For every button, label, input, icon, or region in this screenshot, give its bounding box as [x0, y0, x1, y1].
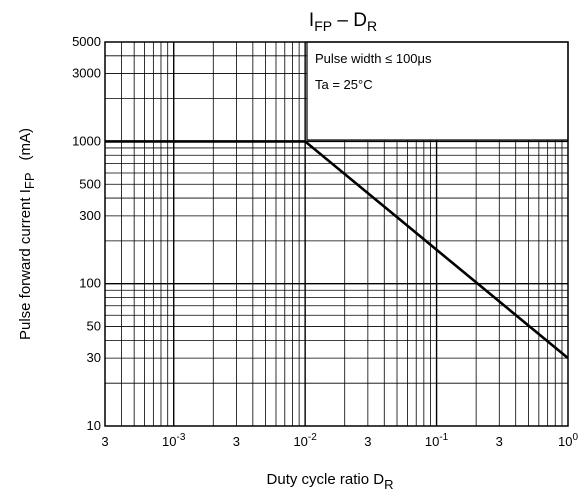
y-tick-label: 1000	[72, 133, 101, 148]
y-axis-label: Pulse forward current IFP(mA)	[17, 128, 37, 340]
y-tick-label: 30	[87, 350, 101, 365]
y-tick-label: 5000	[72, 34, 101, 49]
annotation-pulse-width: Pulse width ≤ 100μs	[315, 51, 432, 66]
y-tick-label: 500	[79, 176, 101, 191]
y-tick-label: 10	[87, 418, 101, 433]
x-tick-labels: 3 10-3 3 10-2 3 10-1 3 100	[101, 432, 578, 449]
x-tick-label: 3	[496, 434, 503, 449]
x-tick-label: 10-2	[293, 432, 317, 449]
x-tick-label: 100	[558, 432, 578, 449]
y-tick-label: 100	[79, 276, 101, 291]
series-line-ifp	[105, 140, 569, 360]
annotation-temperature: Ta = 25°C	[315, 77, 373, 92]
annotation-box	[306, 41, 569, 141]
x-tick-label: 10-1	[425, 432, 449, 449]
x-tick-label: 3	[233, 434, 240, 449]
x-axis-label: Duty cycle ratio DR	[267, 471, 394, 492]
plot-frame	[104, 41, 569, 427]
y-tick-label: 300	[79, 208, 101, 223]
x-tick-label: 3	[101, 434, 108, 449]
y-tick-label: 3000	[72, 66, 101, 81]
y-tick-labels: 10 30 50 100 300 500 1000 3000 5000	[72, 34, 101, 433]
chart-title: IFP – DR	[309, 10, 377, 34]
x-tick-label: 3	[364, 434, 371, 449]
y-tick-label: 50	[87, 319, 101, 334]
x-tick-label: 10-3	[162, 432, 186, 449]
